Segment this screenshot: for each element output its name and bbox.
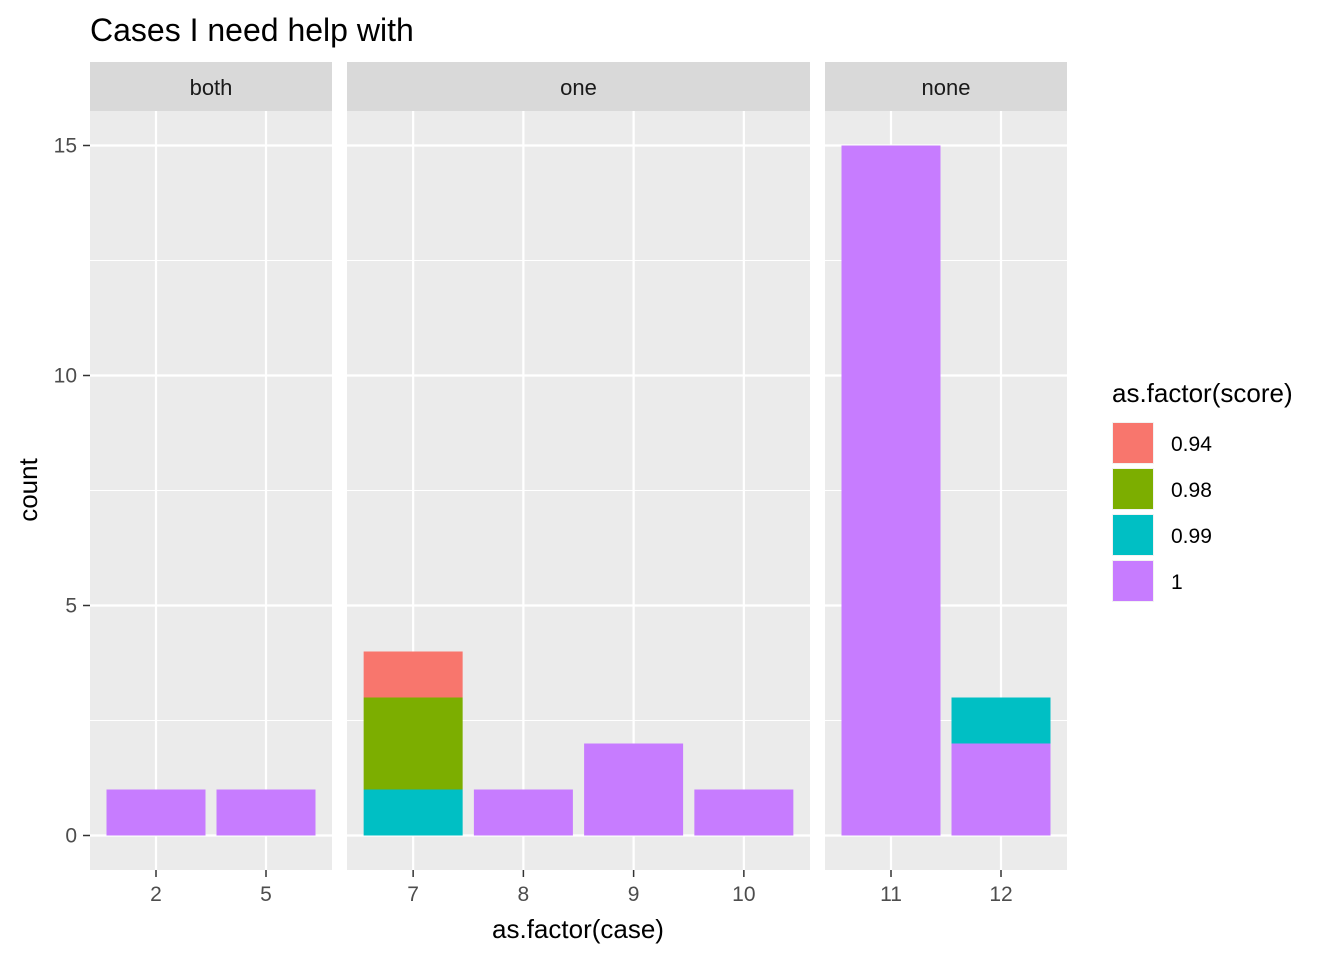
y-tick-label: 0 <box>65 825 77 848</box>
y-tick-label: 10 <box>54 365 77 388</box>
x-tick-label: 2 <box>150 883 162 906</box>
facet-strip-label: none <box>922 75 971 100</box>
x-tick-label: 5 <box>260 883 272 906</box>
bar-case-7-score-0.94 <box>363 651 463 698</box>
facet-strip <box>347 62 810 111</box>
bar-case-12-score-1 <box>951 743 1051 836</box>
legend-label: 0.94 <box>1171 433 1212 456</box>
bar-case-10-score-1 <box>694 789 794 836</box>
bar-case-7-score-0.99 <box>363 789 463 836</box>
legend-title: as.factor(score) <box>1112 378 1293 408</box>
bar-case-8-score-1 <box>473 789 573 836</box>
facet-strip <box>825 62 1067 111</box>
y-tick-label: 5 <box>65 595 77 618</box>
bar-case-2-score-1 <box>106 789 206 836</box>
legend-swatch <box>1113 469 1153 509</box>
bar-case-7-score-0.98 <box>363 697 463 790</box>
legend-swatch <box>1113 423 1153 463</box>
legend-label: 0.99 <box>1171 525 1212 548</box>
legend-swatch <box>1113 515 1153 555</box>
x-tick-label: 8 <box>518 883 530 906</box>
facet-strip <box>90 62 332 111</box>
facet-strip-label: both <box>190 75 233 100</box>
legend-label: 1 <box>1171 571 1183 594</box>
y-tick-label: 15 <box>54 135 77 158</box>
x-tick-label: 10 <box>732 883 755 906</box>
chart-title: Cases I need help with <box>90 12 414 48</box>
legend-swatch <box>1113 561 1153 601</box>
facet-panel-both: both 2 5 <box>90 62 332 906</box>
bar-case-9-score-1 <box>584 743 684 836</box>
x-tick-label: 11 <box>880 883 902 906</box>
facet-strip-label: one <box>560 75 597 100</box>
facet-panel-none: none 11 12 <box>825 62 1067 906</box>
x-tick-label: 7 <box>407 883 419 906</box>
bar-case-11-score-1 <box>841 145 941 836</box>
bar-case-5-score-1 <box>216 789 316 836</box>
y-axis-title: count <box>13 457 43 521</box>
x-tick-label: 9 <box>628 883 640 906</box>
facet-panels: both 2 5 one 7 8 9 10 none 11 12 <box>90 62 1067 906</box>
legend-label: 0.98 <box>1171 479 1212 502</box>
x-axis-title: as.factor(case) <box>492 914 664 944</box>
y-axis: 0 5 10 15 <box>54 135 90 848</box>
bar-case-12-score-0.99 <box>951 697 1051 744</box>
x-tick-label: 12 <box>989 883 1012 906</box>
facet-panel-one: one 7 8 9 10 <box>347 62 810 906</box>
legend: as.factor(score) 0.94 0.98 0.99 1 <box>1112 378 1293 602</box>
legend-keys: 0.94 0.98 0.99 1 <box>1112 422 1212 602</box>
